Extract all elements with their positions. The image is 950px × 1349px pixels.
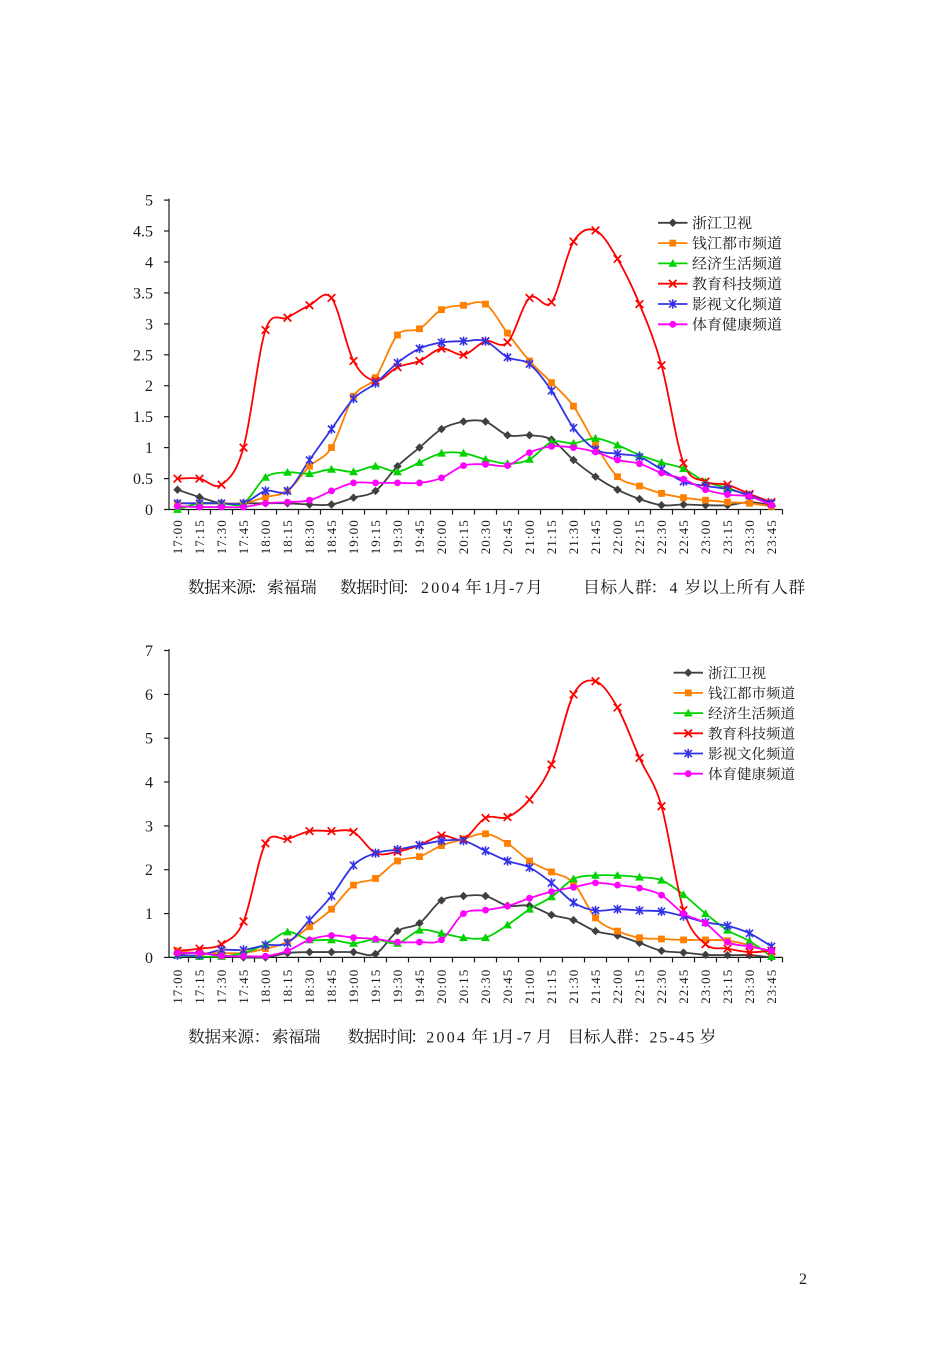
svg-text:25-45: 25-45 [650,1030,697,1047]
svg-text:17:30: 17:30 [214,520,229,554]
svg-text:17:15: 17:15 [192,520,207,554]
svg-text:4: 4 [145,255,153,272]
svg-text:23:15: 23:15 [720,520,735,554]
svg-text:20:45: 20:45 [500,520,515,554]
svg-text:18:00: 18:00 [258,520,273,554]
svg-text:22:30: 22:30 [654,520,669,554]
svg-text:1.5: 1.5 [133,409,153,426]
svg-text:18:45: 18:45 [324,970,339,1004]
svg-text:17:00: 17:00 [170,970,185,1004]
svg-text:17:15: 17:15 [192,970,207,1004]
svg-text:18:15: 18:15 [280,520,295,554]
svg-text:2: 2 [145,378,153,395]
svg-text:2004: 2004 [421,580,462,597]
svg-text:19:00: 19:00 [346,970,361,1004]
svg-text:21:45: 21:45 [588,520,603,554]
svg-text:19:15: 19:15 [368,520,383,554]
svg-text:22:15: 22:15 [632,970,647,1004]
svg-text:23:30: 23:30 [742,970,757,1004]
svg-text:4: 4 [670,580,678,597]
svg-text:4.5: 4.5 [133,224,153,241]
svg-text:19:15: 19:15 [368,970,383,1004]
svg-text:20:15: 20:15 [456,520,471,554]
svg-text:21:30: 21:30 [566,520,581,554]
svg-text:18:45: 18:45 [324,520,339,554]
svg-text:19:30: 19:30 [390,970,405,1004]
svg-text:20:00: 20:00 [434,520,449,554]
svg-text:3: 3 [145,818,153,835]
svg-text:22:30: 22:30 [654,970,669,1004]
svg-text:19:30: 19:30 [390,520,405,554]
svg-text:1: 1 [145,440,153,457]
svg-text:22:45: 22:45 [676,970,691,1004]
svg-text:20:00: 20:00 [434,970,449,1004]
svg-text:18:15: 18:15 [280,970,295,1004]
svg-text:0: 0 [145,950,153,967]
svg-text:19:45: 19:45 [412,970,427,1004]
svg-text:2004: 2004 [426,1030,467,1047]
svg-text:17:30: 17:30 [214,970,229,1004]
svg-text:18:00: 18:00 [258,970,273,1004]
svg-text:23:45: 23:45 [764,970,779,1004]
svg-text:1: 1 [492,1030,500,1047]
svg-text:17:45: 17:45 [236,520,251,554]
svg-text:22:00: 22:00 [610,520,625,554]
svg-text:21:30: 21:30 [566,970,581,1004]
svg-text:18:30: 18:30 [302,520,317,554]
svg-text:-7: -7 [509,580,524,597]
svg-text:1: 1 [145,906,153,923]
svg-text:1: 1 [484,580,492,597]
svg-text:22:00: 22:00 [610,970,625,1004]
svg-text:5: 5 [145,731,153,748]
svg-text:23:00: 23:00 [698,520,713,554]
svg-text:21:00: 21:00 [522,970,537,1004]
svg-text:6: 6 [145,687,153,704]
svg-text:21:15: 21:15 [544,970,559,1004]
svg-text:23:15: 23:15 [720,970,735,1004]
svg-text:23:30: 23:30 [742,520,757,554]
svg-text:19:45: 19:45 [412,520,427,554]
svg-text:5: 5 [145,193,153,210]
svg-text:4: 4 [145,775,153,792]
svg-text:19:00: 19:00 [346,520,361,554]
svg-text:21:45: 21:45 [588,970,603,1004]
svg-text:21:15: 21:15 [544,520,559,554]
svg-text:20:30: 20:30 [478,970,493,1004]
svg-text:20:15: 20:15 [456,970,471,1004]
svg-text:20:30: 20:30 [478,520,493,554]
svg-text:3: 3 [145,316,153,333]
svg-text:23:45: 23:45 [764,520,779,554]
svg-text:22:15: 22:15 [632,520,647,554]
svg-text:17:00: 17:00 [170,520,185,554]
svg-text:2: 2 [145,862,153,879]
svg-text:3.5: 3.5 [133,285,153,302]
svg-text:20:45: 20:45 [500,970,515,1004]
svg-text:21:00: 21:00 [522,520,537,554]
svg-text:22:45: 22:45 [676,520,691,554]
svg-text:17:45: 17:45 [236,970,251,1004]
svg-text:2: 2 [799,1271,807,1288]
svg-text:0: 0 [145,502,153,519]
svg-text:18:30: 18:30 [302,970,317,1004]
svg-text:23:00: 23:00 [698,970,713,1004]
svg-text:-7: -7 [517,1030,532,1047]
svg-text:0.5: 0.5 [133,471,153,488]
svg-text:2.5: 2.5 [133,347,153,364]
svg-text:7: 7 [145,643,153,660]
